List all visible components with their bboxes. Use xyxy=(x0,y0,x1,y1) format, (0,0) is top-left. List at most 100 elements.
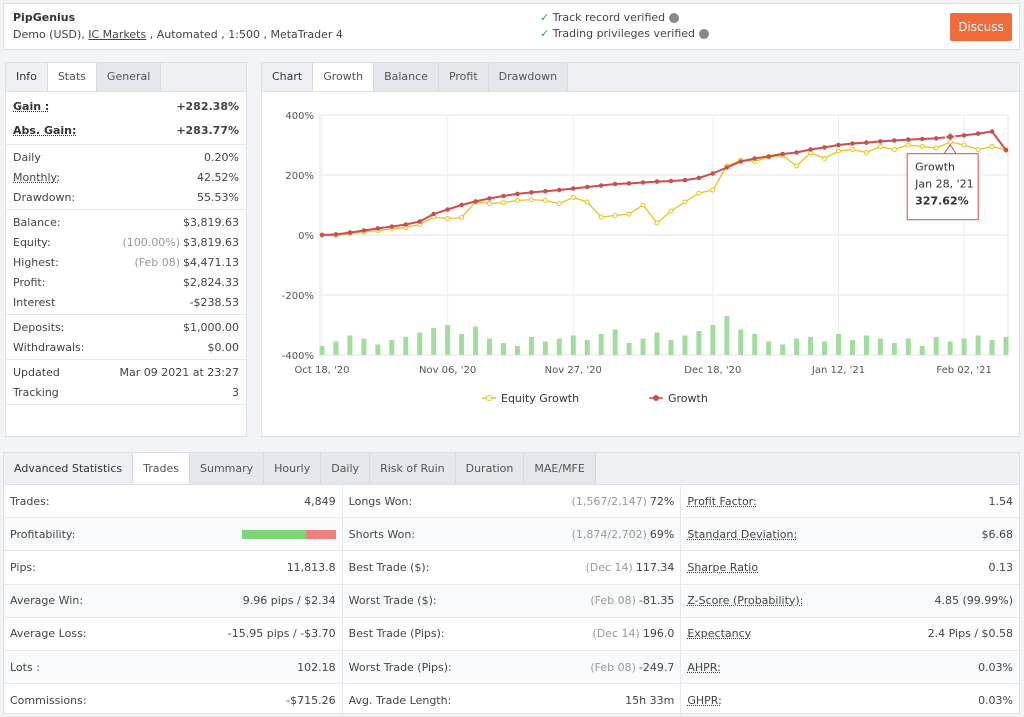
volume-bar xyxy=(794,339,799,356)
tab[interactable]: MAE/MFE xyxy=(524,453,595,484)
volume-bar xyxy=(1004,337,1009,355)
tab[interactable]: Trades xyxy=(133,453,190,484)
point-marker xyxy=(655,221,659,225)
point-marker xyxy=(1004,148,1008,152)
tab[interactable]: Profit xyxy=(439,63,489,91)
stat-note: (100.00%) xyxy=(122,236,180,249)
stats-label: Pips: xyxy=(10,561,36,574)
stat-value: 3 xyxy=(232,386,239,399)
volume-bar xyxy=(836,334,841,355)
stats-value: 1.54 xyxy=(989,495,1014,508)
point-marker xyxy=(669,209,673,213)
discuss-button[interactable]: Discuss xyxy=(950,13,1012,41)
volume-bar xyxy=(529,337,534,355)
stat-value: 0.20% xyxy=(204,151,239,164)
stats-cell: Standard Deviation: $6.68 xyxy=(681,518,1019,550)
stats-label-wrap: Best Trade (Pips): xyxy=(349,627,593,640)
point-marker xyxy=(348,231,352,235)
stat-group: Daily 0.20% Monthly: 42.52% Drawdown: 55.53% xyxy=(6,145,246,210)
point-marker xyxy=(474,200,478,204)
point-marker xyxy=(920,145,924,149)
stats-cell: Worst Trade (Pips): (Feb 08) -249.7 xyxy=(343,651,682,683)
chart-panel: Chart Growth Balance Profit Drawdown 400% 200… xyxy=(261,62,1020,437)
verified-text: Track record verified xyxy=(553,11,665,24)
point-marker xyxy=(529,198,533,202)
point-marker xyxy=(767,155,771,159)
stats-label: Z-Score (Probability): xyxy=(687,594,803,607)
broker-link[interactable]: IC Markets xyxy=(88,28,146,41)
point-marker xyxy=(893,139,897,143)
tooltip-date: Jan 28, '21 xyxy=(914,178,973,191)
stats-cell: Avg. Trade Length: 15h 33m xyxy=(343,684,682,716)
stats-value: 0.03% xyxy=(978,661,1013,674)
stats-label: Profitability: xyxy=(10,528,75,541)
point-marker xyxy=(725,166,729,170)
tabs: Info Stats General xyxy=(6,63,246,92)
tooltip-value: 327.62% xyxy=(915,195,968,208)
info-text: Demo (USD), xyxy=(13,28,88,41)
tab[interactable]: General xyxy=(97,63,161,91)
stats-label: Avg. Trade Length: xyxy=(349,694,452,707)
profitability-bar xyxy=(242,530,336,539)
tab[interactable]: Duration xyxy=(456,453,525,484)
stats-row: Lots : 102.18 Worst Trade (Pips): (Feb 08) -… xyxy=(4,651,1019,684)
volume-bar xyxy=(403,337,408,355)
stat-row: Gain : +282.38% xyxy=(6,94,246,118)
tab[interactable]: Stats xyxy=(48,63,97,91)
legend-marker xyxy=(654,396,659,401)
point-marker xyxy=(920,137,924,141)
stat-row: Balance: $3,819.63 xyxy=(6,212,246,232)
verified-1: ✓ Track record verified xyxy=(540,11,679,24)
tooltip-series: Growth xyxy=(915,161,955,174)
stats-value: 72% xyxy=(650,495,674,508)
point-marker xyxy=(530,191,534,195)
stats-label: Standard Deviation: xyxy=(687,528,797,541)
point-marker xyxy=(990,130,994,134)
volume-bar xyxy=(864,336,869,356)
y-tick-label: -400% xyxy=(282,351,314,362)
point-marker xyxy=(878,145,882,149)
point-marker xyxy=(501,201,505,205)
volume-bar xyxy=(417,333,422,356)
stats-note: (1,874/2,702) xyxy=(572,528,647,541)
tab[interactable]: Balance xyxy=(374,63,439,91)
stat-row: Highest: (Feb 08) $4,471.13 xyxy=(6,252,246,272)
tab[interactable]: Risk of Ruin xyxy=(370,453,456,484)
tab[interactable]: Summary xyxy=(190,453,264,484)
stat-label: Deposits: xyxy=(13,321,183,334)
point-marker xyxy=(753,157,757,161)
stats-cell: Trades: 4,849 xyxy=(4,485,343,517)
stats-label-wrap: Avg. Trade Length: xyxy=(349,694,625,707)
legend-label: Equity Growth xyxy=(501,392,579,405)
point-marker xyxy=(460,216,464,220)
stats-cell: AHPR: 0.03% xyxy=(681,651,1019,683)
stats-label: Best Trade ($): xyxy=(349,561,430,574)
point-marker xyxy=(320,233,324,237)
stat-label: Updated xyxy=(13,366,120,379)
volume-bar xyxy=(780,345,785,356)
stat-row: Profit: $2,824.33 xyxy=(6,272,246,292)
stats-row: Trades: 4,849 Longs Won: (1,567/2,147) 72% Pr… xyxy=(4,485,1019,518)
volume-bar xyxy=(962,339,967,356)
tab[interactable]: Daily xyxy=(321,453,370,484)
tab[interactable]: Hourly xyxy=(264,453,321,484)
stats-value: 117.34 xyxy=(636,561,675,574)
stats-value: 69% xyxy=(650,528,674,541)
tab[interactable]: Drawdown xyxy=(489,63,568,91)
stats-cell: Average Win: 9.96 pips / $2.34 xyxy=(4,585,343,617)
x-tick-label: Nov 27, '20 xyxy=(545,365,602,376)
point-marker xyxy=(851,142,855,146)
point-marker xyxy=(823,146,827,150)
point-marker xyxy=(544,189,548,193)
stats-value: 11,813.8 xyxy=(287,561,336,574)
stats-label: Longs Won: xyxy=(349,495,413,508)
stat-value: -$238.53 xyxy=(190,296,239,309)
volume-bar xyxy=(375,345,380,356)
stat-row: Interest -$238.53 xyxy=(6,292,246,312)
stat-label: Equity: xyxy=(13,236,122,249)
stats-label-wrap: Expectancy xyxy=(687,627,927,640)
stat-label: Withdrawals: xyxy=(13,341,208,354)
stats-label-wrap: Average Loss: xyxy=(10,627,228,640)
tab[interactable]: Growth xyxy=(313,63,374,91)
volume-bar xyxy=(668,340,673,355)
